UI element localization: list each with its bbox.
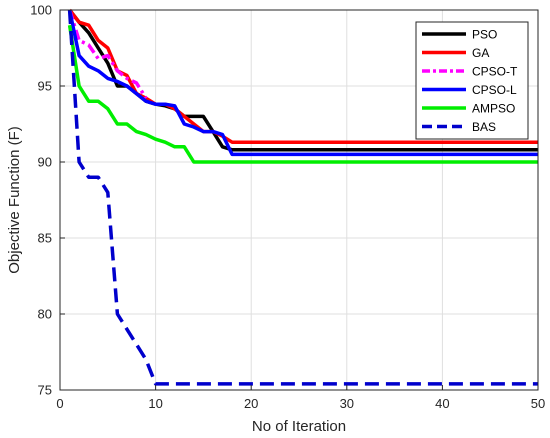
- series-line-cpso-t: [67, 9, 148, 100]
- legend: PSO GA CPSO-T CPSO-L AMPSO BAS: [415, 21, 529, 140]
- x-tick-label: 10: [148, 396, 162, 411]
- x-tick-label: 0: [56, 396, 63, 411]
- y-tick-label: 75: [38, 383, 52, 398]
- series-lines: [67, 8, 538, 386]
- legend-label: PSO: [472, 28, 497, 42]
- y-tick-label: 80: [38, 307, 52, 322]
- legend-label: GA: [472, 46, 489, 60]
- x-tick-label: 40: [435, 396, 449, 411]
- legend-label: AMPSO: [472, 102, 515, 116]
- legend-label: CPSO-T: [472, 65, 518, 79]
- plot-frame: [59, 9, 539, 391]
- y-tick-label: 90: [38, 155, 52, 170]
- x-tick-label: 50: [531, 396, 545, 411]
- series-line-cpso-l: [67, 9, 538, 157]
- series-line-bas: [67, 9, 538, 386]
- legend-label: BAS: [472, 120, 496, 134]
- y-tick-label: 95: [38, 79, 52, 94]
- legend-box: [415, 21, 529, 140]
- y-tick-label: 100: [30, 3, 52, 18]
- series-line-ampso: [67, 24, 538, 164]
- x-axis-label: No of Iteration: [252, 418, 346, 435]
- legend-label: CPSO-L: [472, 83, 517, 97]
- x-tick-label: 30: [340, 396, 354, 411]
- x-tick-label: 20: [244, 396, 258, 411]
- y-axis-label: Objective Function (F): [6, 126, 23, 274]
- axis-ticks: 0 10 20 30 40 50 75 80 85 90 95 100: [30, 3, 545, 412]
- y-tick-label: 85: [38, 231, 52, 246]
